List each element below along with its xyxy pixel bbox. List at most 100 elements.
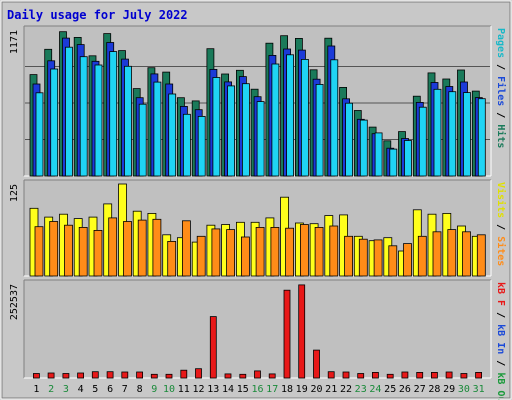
bar-pages-day-12 xyxy=(197,116,206,177)
bar-sites-day-3 xyxy=(64,224,73,277)
bar-pages-day-26 xyxy=(404,140,412,177)
bar-kbytes-day-11 xyxy=(180,369,188,379)
bar-sites-day-8 xyxy=(137,219,147,277)
bar-kbytes-day-14 xyxy=(224,373,232,379)
bar-pages-day-13 xyxy=(212,77,221,177)
legend-entry: Hits xyxy=(495,124,507,148)
x-tick-label: 22 xyxy=(340,384,352,395)
bar-sites-day-25 xyxy=(388,245,398,277)
legend-bottom: kB F / kB In / kB Out xyxy=(495,282,506,400)
bar-sites-day-17 xyxy=(270,226,280,277)
bar-kbytes-day-29 xyxy=(445,371,453,379)
bar-sites-day-27 xyxy=(417,235,427,277)
bar-pages-day-20 xyxy=(315,84,324,177)
bar-sites-day-14 xyxy=(226,229,236,277)
x-tick-label: 29 xyxy=(443,384,455,395)
bar-pages-day-30 xyxy=(463,92,471,177)
x-tick-label: 25 xyxy=(384,384,396,395)
panel-middle: 125 xyxy=(9,179,492,277)
legend-entry: Sites xyxy=(495,236,507,266)
legend-entry: kB F xyxy=(495,282,506,306)
bar-sites-day-30 xyxy=(462,231,471,277)
bar-kbytes-day-12 xyxy=(195,368,202,379)
bar-kbytes-day-24 xyxy=(371,371,379,379)
bar-kbytes-day-3 xyxy=(62,373,70,379)
x-tick-label: 26 xyxy=(399,384,411,395)
bar-pages-day-2 xyxy=(50,68,59,177)
bar-sites-day-23 xyxy=(358,238,368,277)
bar-kbytes-day-18 xyxy=(283,289,291,379)
chart-panels: 1171 125 252537 xyxy=(9,25,492,379)
bar-kbytes-day-21 xyxy=(327,371,335,379)
bar-sites-day-31 xyxy=(476,234,486,277)
bar-pages-day-22 xyxy=(345,102,354,177)
bar-pages-day-31 xyxy=(477,98,486,177)
bar-pages-day-19 xyxy=(300,59,309,177)
bar-kbytes-day-25 xyxy=(386,373,394,379)
bar-kbytes-day-28 xyxy=(430,371,438,379)
x-tick-label: 4 xyxy=(78,384,84,395)
x-axis-day-labels: 1 2 3 4 5 6 7 8 9 10 11 12 13 14 15 16 17 18 19 20 21 22 23 24 2… xyxy=(33,384,484,395)
legend-entry: Files xyxy=(495,76,507,106)
x-tick-label: 10 xyxy=(163,384,175,395)
bar-kbytes-day-4 xyxy=(77,372,84,379)
panel-background xyxy=(24,280,491,378)
bar-pages-day-24 xyxy=(374,132,383,177)
bar-pages-day-23 xyxy=(359,119,368,177)
legend-entry: / xyxy=(495,354,506,372)
legend-entry: kB Out xyxy=(495,372,506,400)
x-tick-label: 23 xyxy=(355,384,367,395)
bar-sites-day-18 xyxy=(285,227,295,277)
x-tick-label: 9 xyxy=(151,384,157,395)
x-tick-label: 18 xyxy=(281,384,293,395)
bar-sites-day-24 xyxy=(373,239,383,277)
bar-sites-day-7 xyxy=(123,221,132,277)
bar-pages-day-21 xyxy=(330,59,339,177)
x-tick-label: 27 xyxy=(414,384,426,395)
bar-sites-day-12 xyxy=(196,235,206,277)
bar-pages-day-3 xyxy=(65,46,73,177)
bar-pages-day-27 xyxy=(418,106,427,177)
x-tick-label: 15 xyxy=(237,384,249,395)
bar-kbytes-day-20 xyxy=(313,349,320,379)
bar-kbytes-day-1 xyxy=(33,373,40,379)
right-legends: Pages / Files / Hits Visits / Sites kB F /… xyxy=(495,28,507,400)
x-tick-label: 30 xyxy=(458,384,470,395)
bar-sites-day-19 xyxy=(299,224,309,277)
bar-pages-day-17 xyxy=(271,63,280,177)
bar-kbytes-day-30 xyxy=(460,373,468,379)
y-axis-max-label: 252537 xyxy=(9,284,20,320)
x-tick-label: 31 xyxy=(473,384,485,395)
bar-pages-day-14 xyxy=(227,85,236,177)
bar-sites-day-11 xyxy=(181,220,191,277)
bar-sites-day-16 xyxy=(255,226,265,277)
bar-kbytes-day-5 xyxy=(91,371,99,379)
x-tick-label: 7 xyxy=(122,384,128,395)
bar-sites-day-21 xyxy=(329,225,339,277)
x-tick-label: 5 xyxy=(92,384,98,395)
x-tick-label: 24 xyxy=(369,384,381,395)
x-tick-label: 13 xyxy=(207,384,219,395)
bar-kbytes-day-26 xyxy=(401,371,409,379)
panel-bottom: 252537 xyxy=(9,279,492,379)
x-tick-label: 14 xyxy=(222,384,234,395)
y-axis-max-label: 1171 xyxy=(9,30,20,54)
bar-pages-day-4 xyxy=(79,56,88,177)
bar-kbytes-day-22 xyxy=(342,371,350,379)
bar-sites-day-20 xyxy=(314,226,324,277)
x-tick-label: 2 xyxy=(48,384,54,395)
x-tick-label: 11 xyxy=(178,384,190,395)
bar-sites-day-13 xyxy=(211,228,221,277)
bar-sites-day-2 xyxy=(49,221,59,277)
bar-kbytes-day-2 xyxy=(47,372,55,379)
bar-pages-day-18 xyxy=(286,54,295,177)
legend-top: Pages / Files / Hits xyxy=(495,28,507,148)
bar-pages-day-5 xyxy=(94,64,103,177)
bar-pages-day-7 xyxy=(124,65,132,177)
bar-sites-day-29 xyxy=(447,229,457,277)
bar-pages-day-16 xyxy=(256,101,265,177)
bar-kbytes-day-27 xyxy=(416,371,424,379)
bar-pages-day-1 xyxy=(35,92,44,177)
